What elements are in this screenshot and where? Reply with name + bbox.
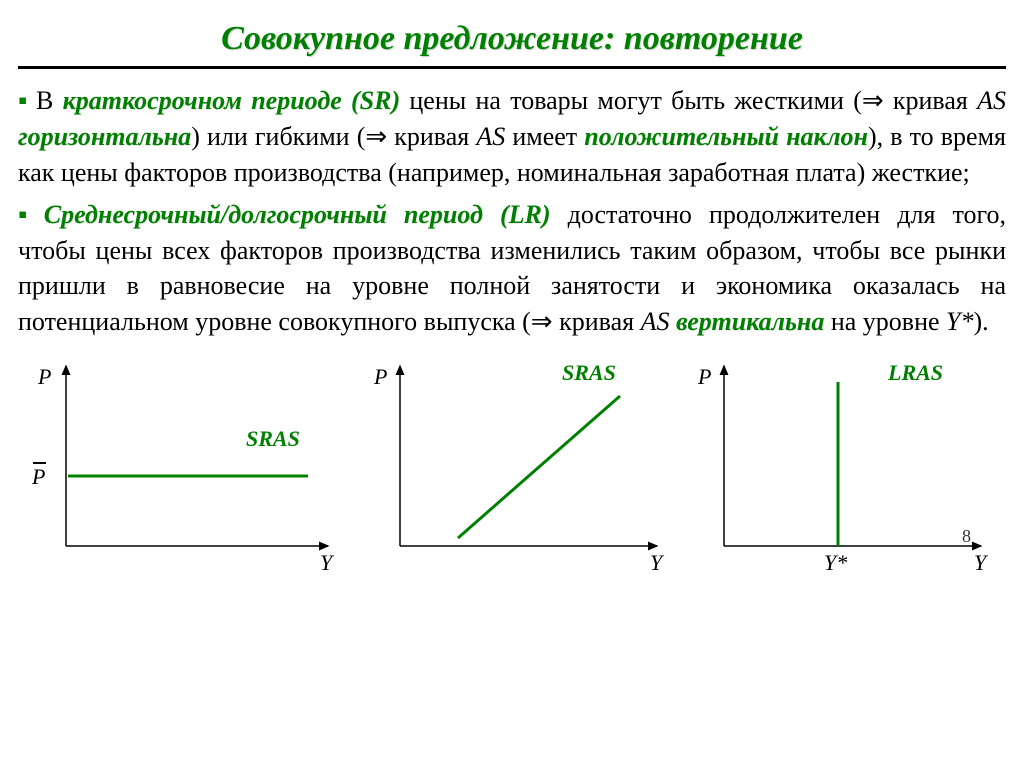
y-axis-label: Y bbox=[320, 550, 332, 576]
text: ) или гибкими (⇒ кривая bbox=[191, 122, 476, 151]
lr-period: Среднесрочный/долгосрочный период (LR) bbox=[44, 200, 551, 229]
positive-slope-term: положительный наклон bbox=[584, 122, 868, 151]
vertical-term: вертикальна bbox=[676, 307, 824, 336]
charts-row: P Y P SRAS P Y SRAS P Y Y* LRAS 8 bbox=[18, 358, 1006, 573]
text: на уровне bbox=[824, 307, 946, 336]
page-number: 8 bbox=[962, 526, 971, 547]
chart-lras-vertical: P Y Y* LRAS 8 bbox=[696, 358, 996, 573]
sr-period: краткосрочном периоде (SR) bbox=[63, 86, 401, 115]
title-rule bbox=[18, 66, 1006, 69]
bullet-icon: ▪ bbox=[18, 86, 30, 115]
ystar-term: Y* bbox=[946, 307, 973, 336]
chart-sras-horizontal: P Y P SRAS bbox=[28, 358, 348, 573]
p-axis-label: P bbox=[374, 364, 387, 390]
as-term: AS bbox=[476, 122, 505, 151]
as-term: AS bbox=[641, 307, 670, 336]
lras-label: LRAS bbox=[888, 360, 943, 386]
ystar-label: Y* bbox=[824, 550, 847, 576]
text: В bbox=[36, 86, 63, 115]
text: имеет bbox=[505, 122, 584, 151]
paragraph-lr: ▪Среднесрочный/долгосрочный период (LR) … bbox=[18, 197, 1006, 341]
pbar-text: P bbox=[32, 464, 45, 489]
as-term: AS bbox=[977, 86, 1006, 115]
horizontal-term: горизонтальна bbox=[18, 122, 191, 151]
bullet-icon: ▪ bbox=[18, 200, 38, 229]
y-axis-label: Y bbox=[650, 550, 662, 576]
chart-svg bbox=[696, 358, 996, 573]
text: ). bbox=[974, 307, 989, 336]
slide-title: Совокупное предложение: повторение bbox=[18, 20, 1006, 66]
sras-label: SRAS bbox=[562, 360, 616, 386]
paragraph-sr: ▪В краткосрочном периоде (SR) цены на то… bbox=[18, 83, 1006, 191]
text: цены на товары могут быть жесткими (⇒ кр… bbox=[400, 86, 977, 115]
chart-svg bbox=[372, 358, 672, 573]
chart-svg bbox=[28, 358, 348, 573]
p-bar-label: P bbox=[32, 464, 45, 490]
chart-sras-sloped: P Y SRAS bbox=[372, 358, 672, 573]
sras-label: SRAS bbox=[246, 426, 300, 452]
y-axis-label: Y bbox=[974, 550, 986, 576]
p-axis-label: P bbox=[38, 364, 51, 390]
p-axis-label: P bbox=[698, 364, 711, 390]
